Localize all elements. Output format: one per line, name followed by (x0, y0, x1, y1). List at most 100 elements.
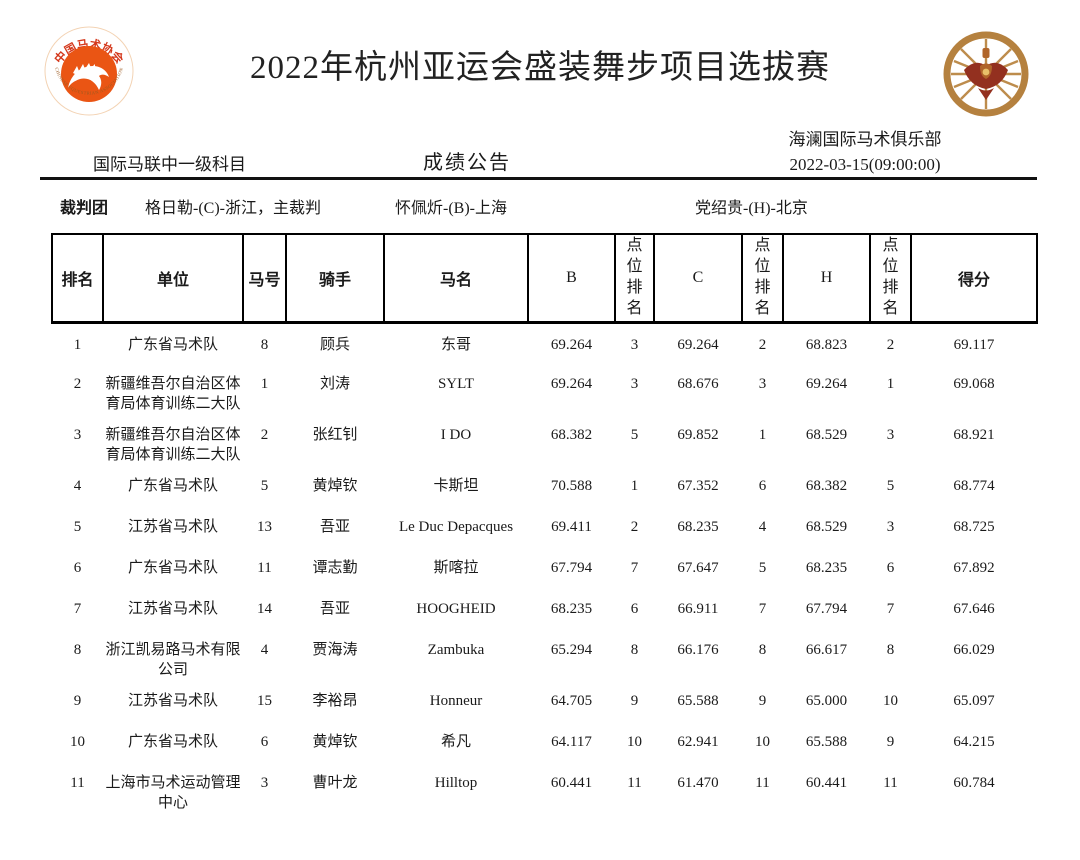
cell-horse-name: SYLT (437, 376, 475, 392)
cell-rank: 1 (73, 336, 82, 353)
cell-score: 60.784 (953, 775, 995, 791)
table-row: 6 广东省马术队 11 谭志勤 斯喀拉 67.794 7 67.647 5 68.235 6 67.8… (52, 547, 1037, 588)
cell-pos-rank-b: 6 (630, 601, 639, 617)
cell-judge-b: 67.794 (550, 560, 593, 576)
cell-judge-h: 68.235 (805, 560, 848, 576)
cell-pos-rank-b: 10 (627, 734, 642, 750)
cell-pos-rank-c: 3 (758, 376, 767, 392)
cell-horse-no: 2 (260, 427, 269, 443)
cell-rider: 谭志勤 (312, 560, 358, 576)
cell-judge-h: 68.529 (805, 427, 848, 443)
club-block: 海澜国际马术俱乐部 2022-03-15(09:00:00) (740, 128, 990, 178)
cell-rank: 5 (73, 519, 82, 535)
cell-judge-h: 65.000 (805, 693, 848, 709)
cell-judge-h: 68.823 (805, 336, 848, 353)
cell-pos-rank-c: 11 (755, 775, 770, 791)
cell-horse-name: Zambuka (427, 642, 485, 658)
cell-pos-rank-h: 5 (886, 478, 895, 494)
cell-judge-b: 68.235 (550, 601, 593, 617)
cell-horse-no: 5 (260, 478, 269, 494)
cell-unit: 江苏省马术队 (127, 601, 218, 617)
cell-score: 66.029 (953, 642, 995, 658)
cell-judge-c: 61.470 (677, 775, 719, 791)
cell-judge-b: 69.264 (550, 336, 593, 353)
cell-unit: 广东省马术队 (127, 734, 218, 750)
table-row: 4 广东省马术队 5 黄焯钦 卡斯坦 70.588 1 67.352 6 68.382 5 68.77… (52, 465, 1037, 506)
cell-horse-name: Honneur (429, 693, 483, 709)
cell-horse-name: Hilltop (434, 775, 478, 791)
col-header-unit: 单位 (102, 233, 244, 324)
table-row: 5 江苏省马术队 13 吾亚 Le Duc Depacques 69.411 2 68.235… (52, 506, 1037, 547)
table-row: 10 广东省马术队 6 黄焯钦 希凡 64.117 10 62.941 10 65.588 9 64.… (52, 721, 1037, 762)
cell-horse-name: 东哥 (440, 336, 471, 353)
col-header-horse-no: 马号 (242, 233, 287, 324)
table-row: 1 广东省马术队 8 顾兵 东哥 69.264 3 69.264 2 68.823 2 69.117 (52, 322, 1037, 363)
cell-horse-no: 14 (257, 601, 272, 617)
cell-judge-h: 67.794 (805, 601, 848, 617)
cell-rider: 张红钊 (312, 427, 358, 443)
cell-horse-name: Le Duc Depacques (398, 519, 514, 535)
cell-score: 68.921 (953, 427, 995, 443)
cell-rider: 曹叶龙 (312, 775, 358, 791)
results-table: 排名 单位 马号 骑手 马名 B 点位排名 C 点位排名 H 点位排名 得分 1 广东省马术队 8 顾兵 东哥… (51, 233, 1038, 813)
cell-pos-rank-c: 10 (755, 734, 770, 750)
cell-score: 67.646 (953, 601, 995, 617)
cell-rank: 10 (70, 734, 85, 750)
cell-pos-rank-c: 7 (758, 601, 767, 617)
cell-horse-name: 卡斯坦 (433, 478, 479, 494)
cell-pos-rank-b: 7 (630, 560, 639, 576)
cell-judge-c: 69.852 (677, 427, 719, 443)
cell-unit: 新疆维吾尔自治区体育局体育训练二大队 (105, 427, 241, 463)
cell-judge-h: 60.441 (805, 775, 848, 791)
cell-pos-rank-h: 3 (886, 427, 895, 443)
header-row: 排名 单位 马号 骑手 马名 B 点位排名 C 点位排名 H 点位排名 得分 (51, 233, 1038, 324)
cell-pos-rank-c: 6 (758, 478, 767, 494)
cell-judge-h: 65.588 (805, 734, 848, 750)
cell-pos-rank-h: 2 (886, 336, 895, 353)
cell-judge-b: 69.264 (550, 376, 593, 392)
cell-pos-rank-h: 9 (886, 734, 895, 750)
col-header-judge-b: B (527, 233, 616, 324)
cell-judge-b: 69.411 (551, 519, 592, 535)
cell-pos-rank-b: 11 (627, 775, 642, 791)
cell-judge-c: 68.235 (677, 519, 719, 535)
cell-horse-no: 4 (260, 642, 269, 658)
page-title: 2022年杭州亚运会盛装舞步项目选拔赛 (250, 50, 830, 86)
cell-pos-rank-c: 8 (758, 642, 767, 658)
cell-judge-c: 69.264 (677, 336, 719, 353)
announcement-title: 成绩公告 (423, 152, 511, 174)
cell-horse-no: 3 (260, 775, 269, 791)
divider-rule (40, 177, 1037, 180)
cell-unit: 新疆维吾尔自治区体育局体育训练二大队 (105, 376, 241, 412)
club-name: 海澜国际马术俱乐部 (788, 130, 942, 149)
cell-rider: 贾海涛 (312, 642, 358, 658)
col-header-horse-name: 马名 (383, 233, 529, 324)
horse-mane-icon (73, 63, 95, 75)
cell-unit: 广东省马术队 (127, 336, 218, 353)
cell-score: 67.892 (953, 560, 995, 576)
cell-horse-no: 1 (260, 376, 269, 392)
table-row: 11 上海市马术运动管理中心 3 曹叶龙 Hilltop 60.441 11 61.470 11… (52, 762, 1037, 813)
cell-horse-no: 11 (257, 560, 272, 576)
cell-rider: 顾兵 (319, 336, 350, 353)
cell-rank: 2 (73, 376, 82, 392)
table-row: 2 新疆维吾尔自治区体育局体育训练二大队 1 刘涛 SYLT 69.264 3 68.676 3… (52, 363, 1037, 414)
cell-judge-c: 68.676 (677, 376, 719, 392)
cell-rank: 6 (73, 560, 82, 576)
cell-unit: 江苏省马术队 (127, 693, 218, 709)
cell-score: 69.117 (953, 336, 995, 353)
cell-judge-c: 65.588 (677, 693, 719, 709)
table-row: 3 新疆维吾尔自治区体育局体育训练二大队 2 张红钊 I DO 68.382 5 69.852… (52, 414, 1037, 465)
cell-rank: 4 (73, 478, 82, 494)
cell-judge-h: 68.529 (805, 519, 848, 535)
cell-judge-h: 68.382 (805, 478, 848, 494)
cell-pos-rank-c: 9 (758, 693, 767, 709)
cell-pos-rank-b: 3 (630, 336, 639, 353)
event-datetime: 2022-03-15(09:00:00) (789, 155, 941, 174)
event-level: 国际马联中一级科目 (93, 155, 246, 174)
col-header-score: 得分 (910, 233, 1038, 324)
cell-pos-rank-b: 5 (630, 427, 639, 443)
cell-judge-c: 67.647 (677, 560, 719, 576)
cell-pos-rank-h: 10 (883, 693, 898, 709)
cell-unit: 浙江凯易路马术有限公司 (105, 642, 241, 678)
